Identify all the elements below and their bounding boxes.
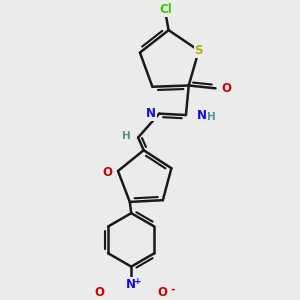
Text: Cl: Cl <box>159 3 172 16</box>
Text: O: O <box>95 286 105 299</box>
Text: -: - <box>170 285 175 295</box>
Text: N: N <box>126 278 136 291</box>
Text: H: H <box>122 131 131 141</box>
Text: O: O <box>158 286 168 299</box>
Text: S: S <box>194 44 203 57</box>
Text: +: + <box>134 277 142 286</box>
Text: O: O <box>102 166 112 179</box>
Text: O: O <box>221 82 231 95</box>
Text: H: H <box>207 112 216 122</box>
Text: N: N <box>196 109 206 122</box>
Text: N: N <box>146 107 156 120</box>
